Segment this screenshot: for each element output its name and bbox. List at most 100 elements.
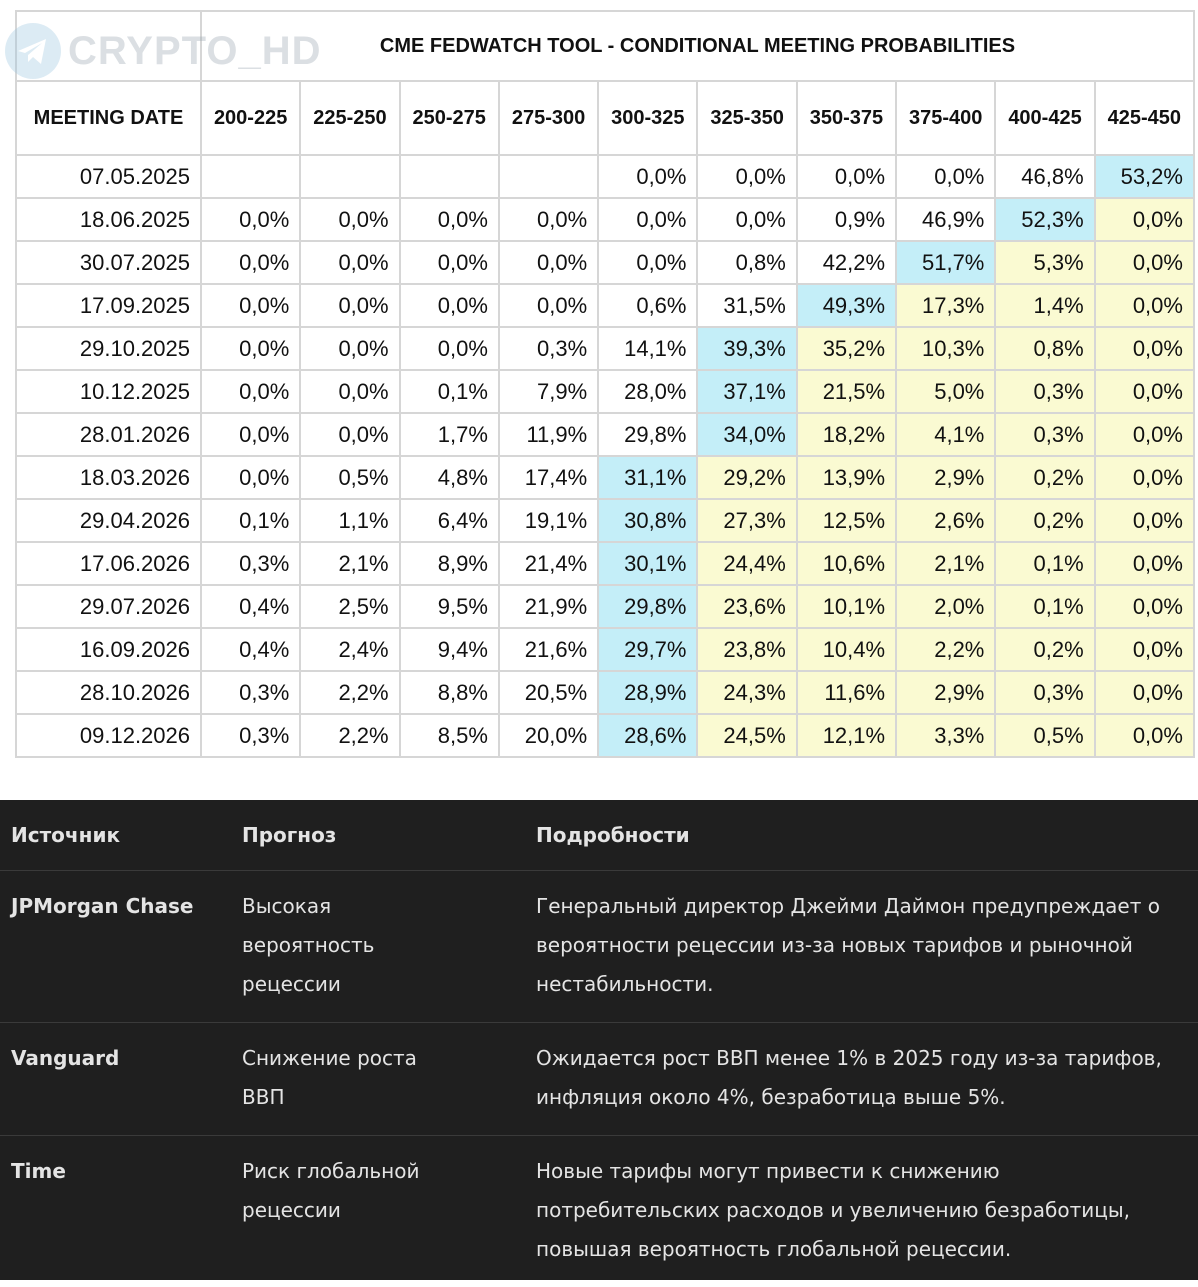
probability-cell: 0,0% [1093, 498, 1195, 543]
meeting-date: 09.12.2026 [15, 713, 202, 758]
probability-cell: 0,0% [597, 154, 699, 199]
probability-cell: 52,3% [994, 197, 1096, 242]
column-header: 350-375 [795, 80, 898, 156]
probability-cell: 39,3% [696, 326, 798, 371]
probability-cell: 29,7% [597, 627, 699, 672]
probability-cell: 13,9% [795, 455, 898, 500]
probability-cell: 17,4% [497, 455, 600, 500]
probability-cell: 20,0% [497, 713, 600, 758]
probability-cell: 0,2% [994, 455, 1096, 500]
probability-cell: 0,9% [795, 197, 898, 242]
column-header: Источник [11, 822, 121, 847]
probability-cell: 23,6% [696, 584, 798, 629]
probability-cell: 4,1% [895, 412, 997, 457]
meeting-date: 16.09.2026 [15, 627, 202, 672]
meeting-date: 30.07.2025 [15, 240, 202, 285]
details: Генеральный директор Джейми Даймон преду… [536, 894, 1160, 996]
fedwatch-table: CME FEDWATCH TOOL - CONDITIONAL MEETING … [15, 10, 1195, 758]
probability-cell: 31,5% [696, 283, 798, 328]
probability-cell: 0,0% [1093, 584, 1195, 629]
probability-cell: 0,5% [299, 455, 401, 500]
probability-cell: 34,0% [696, 412, 798, 457]
column-header: MEETING DATE [15, 80, 202, 156]
probability-cell: 2,4% [299, 627, 401, 672]
probability-cell: 29,8% [597, 584, 699, 629]
probability-cell: 10,3% [895, 326, 997, 371]
column-header: 225-250 [299, 80, 401, 156]
probability-cell: 0,0% [1093, 455, 1195, 500]
meeting-date: 29.07.2026 [15, 584, 202, 629]
probability-cell: 0,8% [696, 240, 798, 285]
probability-cell: 0,0% [199, 240, 302, 285]
probability-cell: 8,9% [398, 541, 500, 586]
probability-cell: 0,3% [199, 670, 302, 715]
column-header: 325-350 [696, 80, 798, 156]
probability-cell: 24,3% [696, 670, 798, 715]
title-row: CME FEDWATCH TOOL - CONDITIONAL MEETING … [15, 10, 1195, 82]
probability-cell: 0,0% [398, 326, 500, 371]
column-header: 275-300 [497, 80, 600, 156]
column-header: 200-225 [199, 80, 302, 156]
column-header: 300-325 [597, 80, 699, 156]
probability-cell: 11,6% [795, 670, 898, 715]
probability-cell: 20,5% [497, 670, 600, 715]
meeting-date: 28.01.2026 [15, 412, 202, 457]
data-row: 18.03.2026 0,0% 0,5% 4,8% 17,4% 31,1% 29,2% 13,… [15, 455, 1195, 500]
probability-cell: 11,9% [497, 412, 600, 457]
probability-cell: 3,3% [895, 713, 997, 758]
probability-cell: 0,3% [994, 670, 1096, 715]
probability-cell: 5,0% [895, 369, 997, 414]
probability-cell: 0,0% [398, 197, 500, 242]
probability-cell: 0,0% [299, 326, 401, 371]
data-row: 29.10.2025 0,0% 0,0% 0,0% 0,3% 14,1% 39,3% 35,2… [15, 326, 1195, 371]
probability-cell: 28,9% [597, 670, 699, 715]
probability-cell: 21,9% [497, 584, 600, 629]
probability-cell: 6,4% [398, 498, 500, 543]
source-row: JPMorgan Chase Высокая вероятность рецесс… [0, 871, 1198, 1023]
probability-cell: 53,2% [1093, 154, 1195, 199]
probability-cell: 0,0% [1093, 541, 1195, 586]
probability-cell: 0,0% [199, 455, 302, 500]
probability-cell: 0,0% [1093, 627, 1195, 672]
probability-cell: 30,8% [597, 498, 699, 543]
probability-cell: 0,1% [398, 369, 500, 414]
meeting-date: 17.09.2025 [15, 283, 202, 328]
probability-cell: 0,0% [497, 283, 600, 328]
probability-cell: 0,0% [398, 283, 500, 328]
probability-cell: 2,5% [299, 584, 401, 629]
probability-cell: 4,8% [398, 455, 500, 500]
column-header: Подробности [536, 822, 690, 847]
data-row: 28.10.2026 0,3% 2,2% 8,8% 20,5% 28,9% 24,3% 11,… [15, 670, 1195, 715]
probability-cell: 29,8% [597, 412, 699, 457]
corner-cell [15, 10, 202, 82]
probability-cell: 46,8% [994, 154, 1096, 199]
details: Новые тарифы могут привести к снижению п… [536, 1159, 1130, 1261]
probability-cell: 0,0% [199, 412, 302, 457]
data-row: 28.01.2026 0,0% 0,0% 1,7% 11,9% 29,8% 34,0% 18,… [15, 412, 1195, 457]
sources-header: Источник Прогноз Подробности [0, 800, 1198, 871]
probability-cell [497, 154, 600, 199]
forecast: Высокая вероятность рецессии [242, 894, 375, 996]
probability-cell: 12,5% [795, 498, 898, 543]
probability-cell: 0,0% [299, 240, 401, 285]
probability-cell: 2,1% [895, 541, 997, 586]
probability-cell: 0,0% [299, 412, 401, 457]
probability-cell: 0,3% [497, 326, 600, 371]
probability-cell: 8,5% [398, 713, 500, 758]
probability-cell: 12,1% [795, 713, 898, 758]
probability-cell: 8,8% [398, 670, 500, 715]
source: Vanguard [11, 1046, 120, 1070]
probability-cell: 35,2% [795, 326, 898, 371]
data-row: 07.05.2025 0,0% 0,0% 0,0% 0,0% 46,8% 53,2% [15, 154, 1195, 199]
probability-cell: 0,0% [1093, 670, 1195, 715]
watermark-icon [5, 23, 61, 79]
probability-cell: 30,1% [597, 541, 699, 586]
meeting-date: 10.12.2025 [15, 369, 202, 414]
probability-cell: 0,0% [1093, 369, 1195, 414]
probability-cell: 42,2% [795, 240, 898, 285]
probability-cell: 28,0% [597, 369, 699, 414]
data-row: 18.06.2025 0,0% 0,0% 0,0% 0,0% 0,0% 0,0% 0,9% 46… [15, 197, 1195, 242]
probability-cell: 0,3% [994, 412, 1096, 457]
probability-cell: 2,2% [299, 713, 401, 758]
probability-cell: 0,8% [994, 326, 1096, 371]
